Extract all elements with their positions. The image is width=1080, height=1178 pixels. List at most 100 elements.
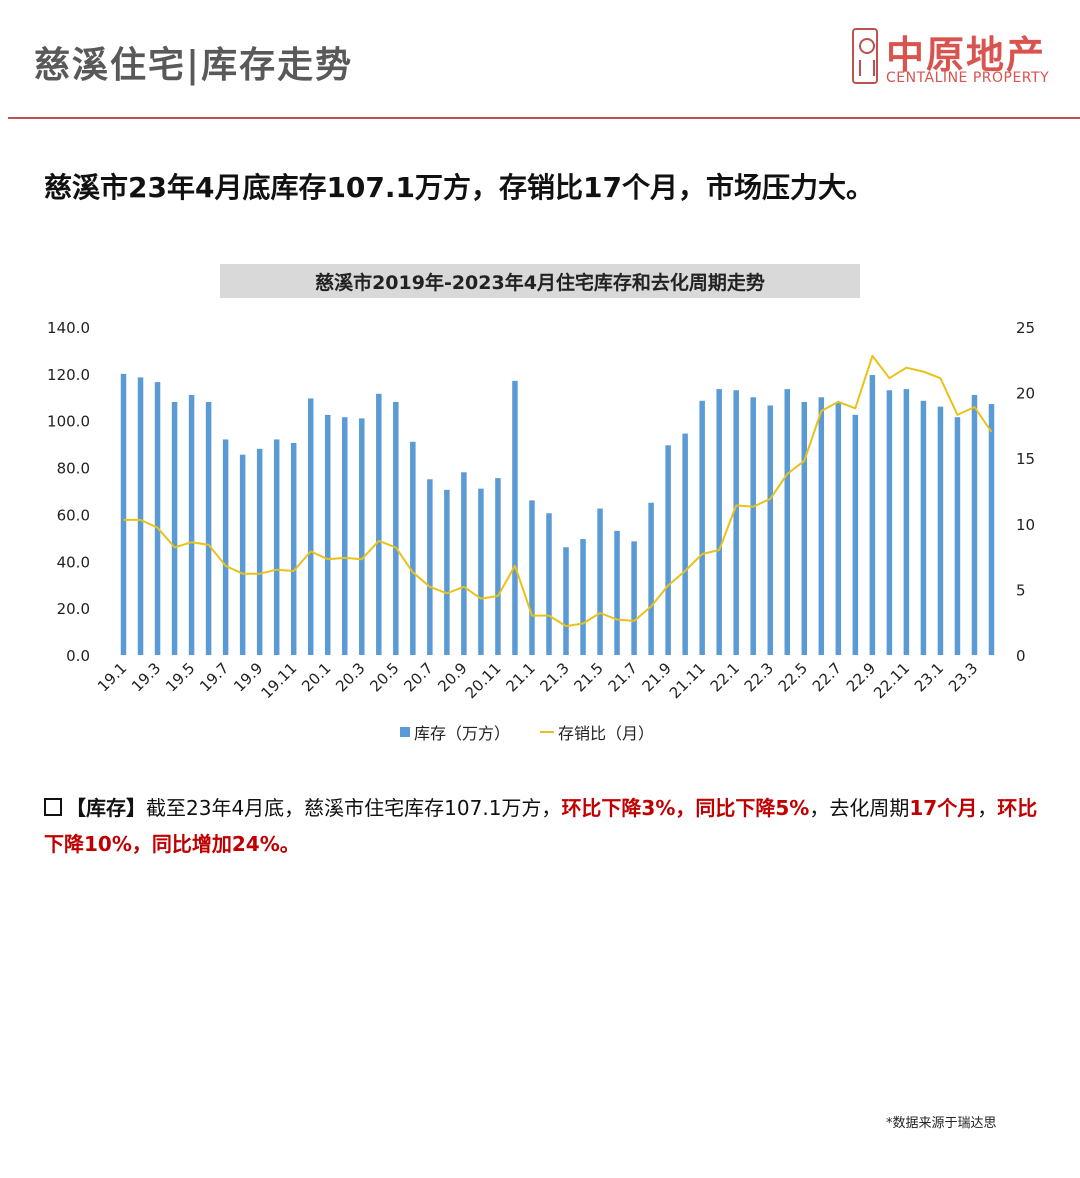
inventory-bar [988,404,995,655]
inventory-bar [563,547,569,655]
para-highlight-2: 17个月 [909,796,978,820]
checkbox-icon [44,798,62,816]
inventory-bar [869,375,876,655]
legend-label-inventory: 库存（万方） [414,724,511,743]
x-tick-label: 20.7 [400,659,436,695]
inventory-bar [444,489,450,655]
x-tick-label: 23.3 [945,659,981,695]
legend-swatch-ratio [540,731,555,733]
inventory-bar [971,394,978,655]
inventory-bar [205,401,212,655]
y-right-tick-label: 10 [1016,516,1035,534]
y-right-tick-label: 25 [1016,319,1035,337]
y-right-tick-label: 20 [1016,385,1035,403]
inventory-bar [631,541,637,655]
inventory-bar [835,401,842,655]
x-tick-label: 23.1 [911,659,947,695]
inventory-bar [716,389,722,655]
inventory-bar [393,401,399,655]
y-left-tick-label: 80.0 [57,460,90,478]
inventory-bar [954,417,961,655]
para-text-1: 截至23年4月底，慈溪市住宅库存107.1万方， [146,796,562,820]
inventory-bar [665,445,671,655]
x-tick-label: 20.1 [298,659,334,695]
x-tick-label: 19.11 [257,659,300,702]
inventory-bar [324,414,331,655]
inventory-chart: 0.0 20.0 40.0 60.0 80.0 100.0 120.0 140.0 0 5 10 15… [47,319,1035,702]
inventory-bar [614,530,620,655]
y-left-tick-label: 0.0 [66,647,90,665]
inventory-bar [273,439,280,655]
x-tick-label: 21.11 [666,659,709,702]
para-highlight-1: 环比下降3%，同比下降5% [561,796,810,820]
data-source-note: *数据来源于瑞达思 [886,1116,997,1131]
header-divider [8,117,1080,119]
inventory-bar [120,373,127,655]
x-tick-label: 20.3 [332,659,368,695]
inventory-bar [597,508,603,655]
inventory-bar [478,488,484,655]
x-tick-label: 21.7 [605,659,641,695]
logo-chinese-text: 中原地产 [886,33,1047,77]
y-left-tick-label: 140.0 [47,319,90,337]
ratio-line [123,354,993,628]
inventory-bar [188,394,195,655]
para-text-3: ， [977,796,998,820]
inventory-bar [359,418,365,655]
inventory-bar [256,448,263,655]
inventory-bar [512,380,518,655]
headline: 慈溪市23年4月底库存107.1万方，存销比17个月，市场压力大。 [44,171,874,204]
inventory-bar [529,500,535,655]
inventory-bar [376,393,382,655]
company-logo: 中原地产 CENTALINE PROPERTY [852,26,1052,90]
inventory-bar [937,406,944,655]
inventory-bar [818,397,825,655]
legend-swatch-inventory [400,727,410,737]
inventory-bar [801,401,808,655]
inventory-bar [495,478,501,655]
x-tick-label: 22.5 [775,659,811,695]
x-tick-label: 22.3 [741,659,777,695]
x-tick-label: 21.5 [571,659,607,695]
inventory-paragraph: 【库存】截至23年4月底，慈溪市住宅库存107.1万方，环比下降3%，同比下降5… [44,790,1044,862]
inventory-bar [886,390,893,655]
x-tick-label: 19.1 [94,659,130,695]
inventory-bar [307,398,314,655]
inventory-bar [682,433,688,655]
x-tick-label: 19.5 [162,659,198,695]
x-tick-label: 19.3 [128,659,164,695]
x-tick-label: 21.3 [536,659,572,695]
logo-seal-icon [852,28,878,84]
x-tick-label: 22.11 [870,659,913,702]
inventory-bar [546,513,552,655]
chart-title: 慈溪市2019年-2023年4月住宅库存和去化周期走势 [220,264,860,298]
inventory-bar [784,389,791,655]
para-tag: 【库存】 [66,796,146,820]
x-tick-label: 20.11 [462,659,505,702]
y-right-tick-label: 5 [1016,581,1026,599]
x-tick-label: 22.7 [809,659,845,695]
y-left-tick-label: 60.0 [57,506,90,524]
x-tick-label: 19.7 [196,659,232,695]
inventory-bar [171,401,178,655]
inventory-bar [239,454,246,655]
inventory-bar [427,479,433,655]
inventory-bar [290,442,297,655]
logo-english-text: CENTALINE PROPERTY [886,70,1050,86]
inventory-bar [154,382,161,655]
y-left-tick-label: 120.0 [47,366,90,384]
inventory-bar [648,502,654,655]
y-right-tick-label: 15 [1016,450,1035,468]
inventory-bar [767,405,773,655]
y-left-tick-label: 40.0 [57,553,90,571]
inventory-bar [222,439,229,655]
inventory-bar [920,400,927,655]
inventory-bar [342,417,348,655]
inventory-bar [852,414,859,655]
inventory-bar [903,389,910,655]
page-section-title: 慈溪住宅|库存走势 [34,44,354,86]
x-tick-label: 20.5 [366,659,402,695]
y-left-tick-label: 20.0 [57,600,90,618]
para-highlight-3: 环比下降10%，同比增加24%。 [44,796,1038,856]
y-left-tick-label: 100.0 [47,413,90,431]
